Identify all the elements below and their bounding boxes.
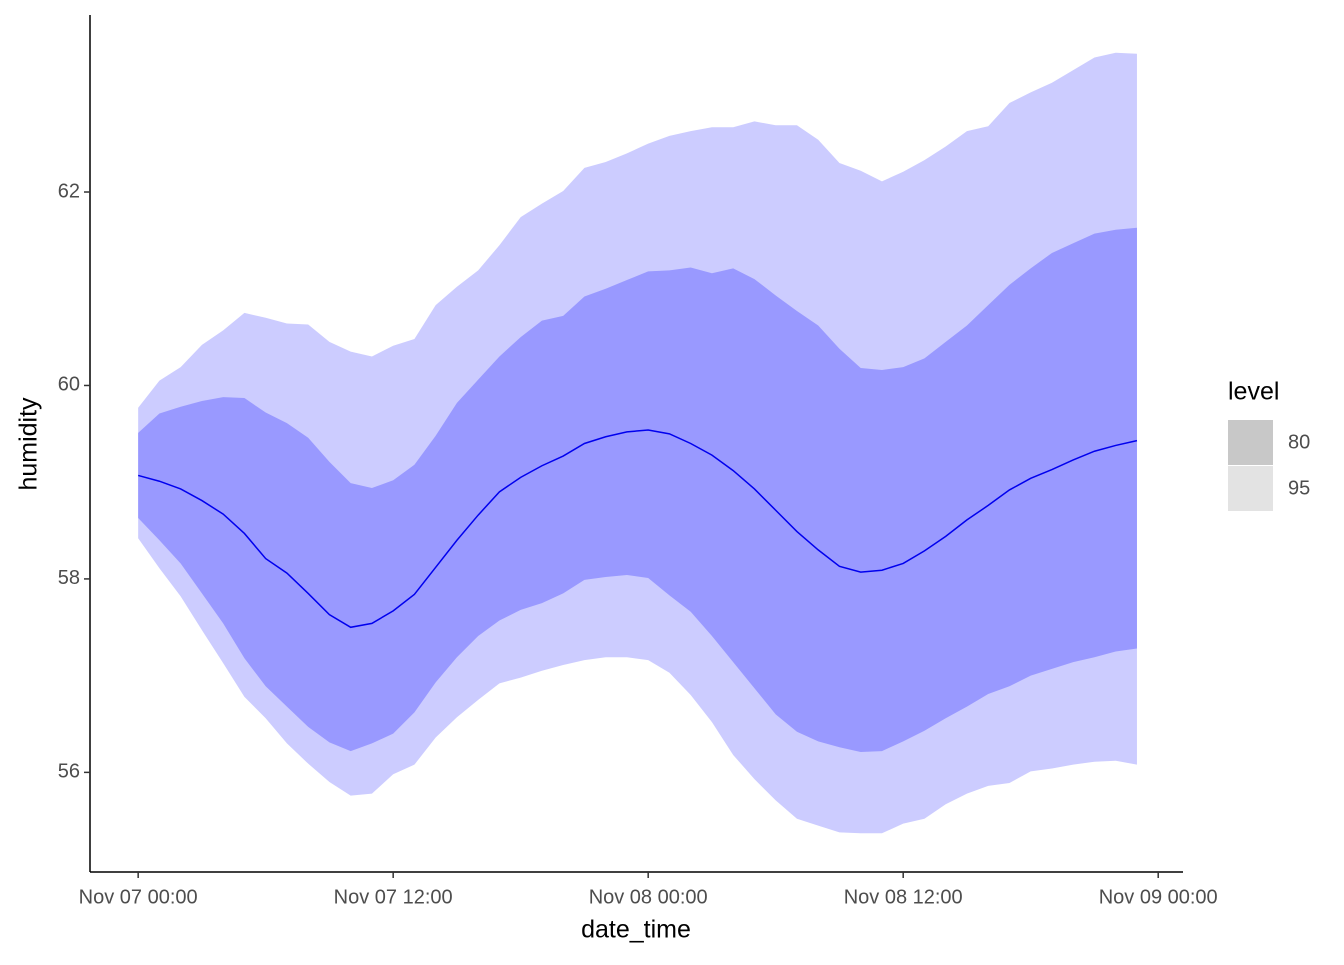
y-tick-label: 60 — [58, 374, 80, 396]
x-tick-label: Nov 07 12:00 — [334, 886, 453, 908]
y-axis-title: humidity — [15, 397, 43, 491]
x-tick-label: Nov 09 00:00 — [1099, 886, 1218, 908]
legend-label: 95 — [1288, 477, 1310, 499]
legend-swatch — [1228, 420, 1273, 465]
x-tick-label: Nov 07 00:00 — [79, 886, 198, 908]
x-tick-label: Nov 08 00:00 — [589, 886, 708, 908]
legend-title: level — [1228, 378, 1279, 406]
mean-line — [137, 429, 1138, 629]
y-tick-label: 58 — [58, 567, 80, 589]
x-axis-title: date_time — [581, 916, 691, 944]
x-tick-label: Nov 08 12:00 — [844, 886, 963, 908]
legend-label: 80 — [1288, 431, 1310, 453]
y-tick-label: 62 — [58, 180, 80, 202]
band-area — [138, 227, 1137, 753]
y-tick-label: 56 — [58, 761, 80, 783]
plot-area — [137, 52, 1138, 834]
legend-swatch — [1228, 466, 1273, 511]
